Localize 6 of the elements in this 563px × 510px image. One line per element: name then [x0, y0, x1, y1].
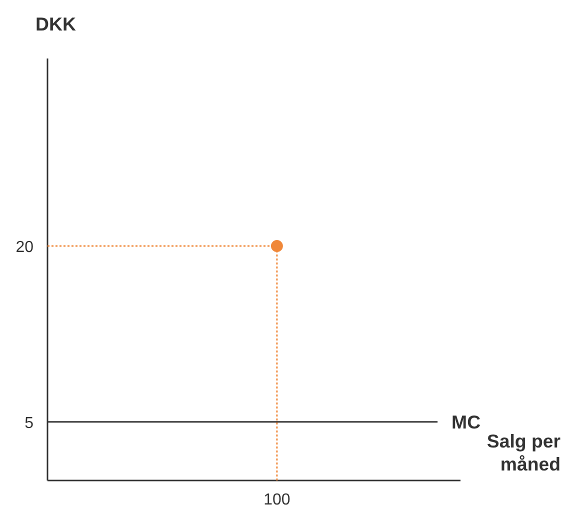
y-tick-label: 5 — [24, 414, 34, 432]
x-axis-title: Salg per måned — [486, 430, 561, 474]
x-tick-label: 100 — [264, 492, 290, 508]
series-label: MC — [452, 411, 481, 432]
y-tick-label: 20 — [16, 239, 34, 256]
y-axis-title: DKK — [36, 14, 76, 34]
